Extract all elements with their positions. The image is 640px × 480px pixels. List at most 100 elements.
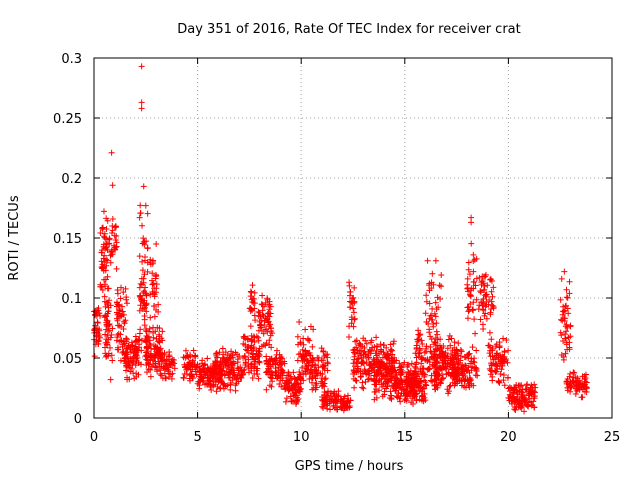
data-point <box>478 281 485 288</box>
data-point <box>142 202 149 209</box>
data-point <box>138 99 145 106</box>
data-point <box>116 307 123 314</box>
data-point <box>249 375 256 382</box>
data-point <box>557 296 564 303</box>
data-point <box>140 289 147 296</box>
data-point <box>484 282 491 289</box>
data-point <box>302 326 309 333</box>
data-point <box>581 376 588 383</box>
data-point <box>413 390 420 397</box>
data-point <box>457 347 464 354</box>
data-point <box>230 358 237 365</box>
data-point <box>430 323 437 330</box>
data-point <box>192 352 199 359</box>
data-point <box>153 306 160 313</box>
data-point <box>288 398 295 405</box>
data-point <box>113 265 120 272</box>
data-point <box>496 363 503 370</box>
data-point <box>489 293 496 300</box>
data-point <box>396 366 403 373</box>
y-axis-label: ROTI / TECUs <box>7 195 22 280</box>
data-point <box>145 333 152 340</box>
data-point <box>466 271 473 278</box>
data-point <box>518 403 525 410</box>
x-tick-label: 20 <box>500 430 517 445</box>
data-point <box>401 359 408 366</box>
data-point <box>257 324 264 331</box>
data-point <box>202 368 209 375</box>
data-point <box>418 356 425 363</box>
data-point <box>473 296 480 303</box>
data-point <box>251 356 258 363</box>
data-point <box>413 342 420 349</box>
data-point <box>247 305 254 312</box>
data-point <box>468 285 475 292</box>
data-point <box>514 394 521 401</box>
data-point <box>144 245 151 252</box>
data-point <box>501 349 508 356</box>
data-point <box>151 351 158 358</box>
data-point <box>370 356 377 363</box>
data-point <box>477 288 484 295</box>
data-point <box>487 276 494 283</box>
data-point <box>264 328 271 335</box>
data-point <box>579 394 586 401</box>
data-point <box>123 336 130 343</box>
data-point <box>425 320 432 327</box>
data-point <box>499 356 506 363</box>
data-point <box>97 283 104 290</box>
data-point <box>465 259 472 266</box>
data-point <box>433 328 440 335</box>
data-point <box>346 282 353 289</box>
data-point <box>530 398 537 405</box>
data-point <box>422 381 429 388</box>
data-point <box>139 305 146 312</box>
data-point <box>156 351 163 358</box>
data-point <box>248 365 255 372</box>
data-point <box>115 302 122 309</box>
data-point <box>310 384 317 391</box>
data-point <box>413 397 420 404</box>
data-point <box>136 284 143 291</box>
data-point <box>480 287 487 294</box>
data-point <box>287 373 294 380</box>
data-point <box>216 365 223 372</box>
data-point <box>142 337 149 344</box>
data-point <box>433 320 440 327</box>
data-point <box>454 361 461 368</box>
x-tick-label: 5 <box>193 430 201 445</box>
data-point <box>308 369 315 376</box>
data-point <box>98 249 105 256</box>
data-point <box>101 230 108 237</box>
data-point <box>142 304 149 311</box>
y-tick-label: 0.25 <box>53 112 82 127</box>
data-point <box>444 345 451 352</box>
data-point <box>561 307 568 314</box>
data-point <box>234 356 241 363</box>
data-point <box>267 363 274 370</box>
data-point <box>350 323 357 330</box>
data-point <box>306 352 313 359</box>
data-point <box>259 307 266 314</box>
data-point <box>267 357 274 364</box>
data-point <box>493 350 500 357</box>
data-point <box>318 378 325 385</box>
data-point <box>423 298 430 305</box>
x-tick-label: 25 <box>604 430 621 445</box>
data-point <box>255 337 262 344</box>
data-point <box>360 385 367 392</box>
data-point <box>143 308 150 315</box>
data-point <box>564 324 571 331</box>
data-point <box>147 314 154 321</box>
data-point <box>146 328 153 335</box>
data-point <box>449 347 456 354</box>
data-point <box>451 376 458 383</box>
data-point <box>433 359 440 366</box>
data-point <box>149 270 156 277</box>
data-point <box>101 259 108 266</box>
data-point <box>150 280 157 287</box>
data-point <box>561 268 568 275</box>
data-point <box>248 345 255 352</box>
data-point <box>463 368 470 375</box>
data-point <box>321 383 328 390</box>
